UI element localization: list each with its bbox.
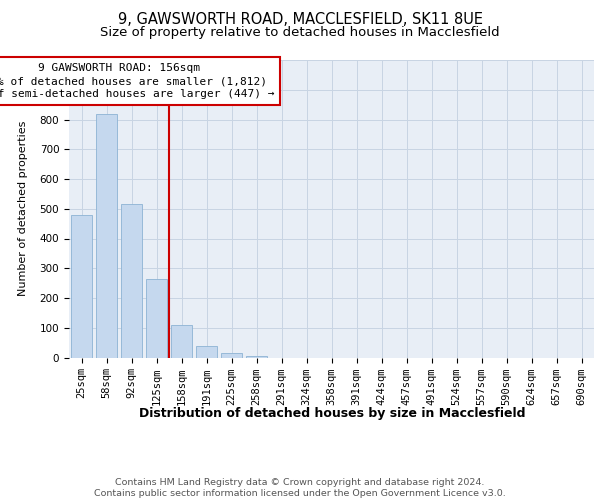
Bar: [71, 214, 92, 358]
Y-axis label: Number of detached properties: Number of detached properties: [17, 121, 28, 296]
Bar: [171, 325, 192, 358]
Text: Contains HM Land Registry data © Crown copyright and database right 2024.
Contai: Contains HM Land Registry data © Crown c…: [94, 478, 506, 498]
Bar: [146, 278, 167, 357]
Text: 9, GAWSWORTH ROAD, MACCLESFIELD, SK11 8UE: 9, GAWSWORTH ROAD, MACCLESFIELD, SK11 8U…: [118, 12, 482, 28]
Text: 9 GAWSWORTH ROAD: 156sqm
← 80% of detached houses are smaller (1,812)
20% of sem: 9 GAWSWORTH ROAD: 156sqm ← 80% of detach…: [0, 63, 274, 100]
Bar: [96, 114, 117, 358]
Text: Distribution of detached houses by size in Macclesfield: Distribution of detached houses by size …: [139, 408, 525, 420]
Bar: [246, 356, 267, 358]
Bar: [221, 353, 242, 358]
Bar: [196, 346, 217, 358]
Text: Size of property relative to detached houses in Macclesfield: Size of property relative to detached ho…: [100, 26, 500, 39]
Bar: [121, 204, 142, 358]
